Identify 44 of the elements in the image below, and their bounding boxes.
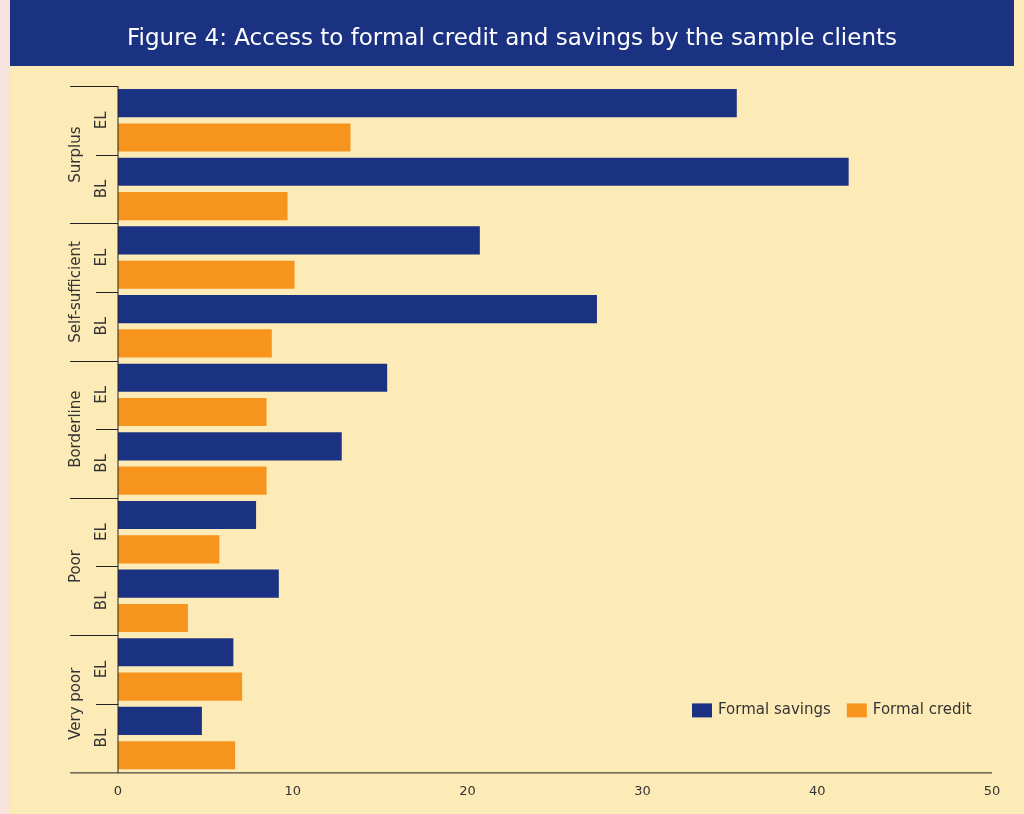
y-tick-label: EL: [91, 385, 110, 404]
legend-label: Formal credit: [872, 700, 972, 719]
bar: [118, 295, 597, 324]
bar: [118, 363, 388, 392]
text: Very poor: [65, 666, 84, 740]
bar: [118, 432, 342, 461]
bar: [118, 397, 267, 427]
y-tick-label: BL: [91, 179, 110, 199]
chart-title: Figure 4: Access to formal credit and savings by the sample clients: [10, 0, 1014, 66]
bar: [118, 741, 236, 770]
bar: [118, 157, 849, 186]
bar: [118, 603, 188, 633]
bar: [118, 638, 234, 667]
y-tick-label: BL: [91, 590, 110, 611]
bar: [118, 569, 279, 598]
y-tick-label: EL: [91, 248, 110, 267]
y-tick-label: BL: [91, 316, 110, 336]
bar: [118, 192, 288, 221]
x-tick-label: 40: [808, 782, 826, 798]
legend-label: Formal savings: [718, 700, 831, 719]
bar: [118, 226, 480, 255]
x-tick-label: 30: [634, 782, 651, 798]
y-tick-label: BL: [91, 453, 110, 473]
x-tick-label: 0: [113, 782, 123, 798]
bar: [118, 89, 737, 118]
y-tick-label: EL: [91, 522, 110, 542]
bar: [118, 260, 295, 289]
x-tick-label: 50: [983, 782, 1001, 798]
text: Surplus: [65, 126, 84, 183]
bar: [118, 329, 272, 358]
bar: [118, 500, 257, 530]
x-tick-label: 10: [284, 782, 302, 798]
text: Self-sufficient: [65, 240, 84, 343]
bar: [118, 466, 267, 495]
bar: [118, 706, 202, 735]
text: Borderline: [65, 390, 84, 468]
bar: [118, 672, 243, 701]
bar: [118, 535, 220, 564]
x-tick-label: 20: [459, 782, 476, 798]
y-tick-label: BL: [91, 728, 110, 748]
y-tick-label: EL: [91, 110, 110, 130]
y-tick-label: EL: [91, 659, 110, 679]
bar: [118, 123, 351, 152]
text: Poor: [65, 549, 84, 583]
